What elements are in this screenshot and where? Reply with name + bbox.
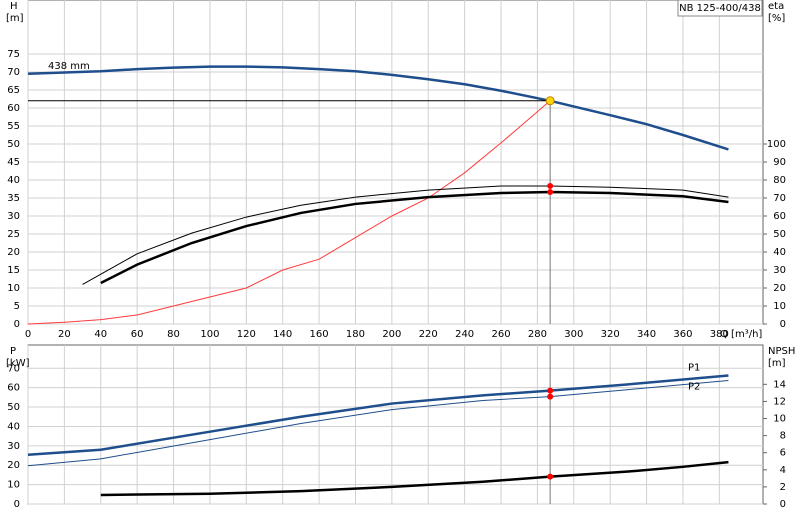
y2-tick-label: 6 <box>780 448 786 459</box>
y2-tick-label: 8 <box>780 431 786 442</box>
y-tick-label: 5 <box>14 301 20 312</box>
x-tick-label: 100 <box>200 329 219 340</box>
y2-axis-label: eta <box>768 1 784 12</box>
y-tick-label: 15 <box>7 265 20 276</box>
y2-tick-label: 10 <box>773 414 786 425</box>
duty-point <box>547 387 554 394</box>
curve <box>100 190 729 285</box>
y-tick-label: 20 <box>7 460 20 471</box>
y-tick-label: 60 <box>7 103 20 114</box>
x-tick-label: 340 <box>637 329 656 340</box>
curve <box>27 65 729 151</box>
x-tick-label: 240 <box>455 329 474 340</box>
y2-tick-label: 30 <box>773 265 786 276</box>
y-tick-label: 60 <box>7 383 20 394</box>
y-tick-label: 10 <box>7 283 20 294</box>
x-tick-label: 140 <box>273 329 292 340</box>
y2-tick-label: 40 <box>773 247 786 258</box>
y2-tick-label: 70 <box>773 193 786 204</box>
x-tick-label: 80 <box>167 329 180 340</box>
y-tick-label: 45 <box>7 157 20 168</box>
plot-area <box>27 344 764 505</box>
y-axis-label: H <box>10 1 18 12</box>
duty-point <box>547 189 554 196</box>
duty-point <box>547 182 554 189</box>
y2-tick-label: 100 <box>767 139 786 150</box>
x-tick-label: 360 <box>673 329 692 340</box>
duty-point <box>547 473 554 480</box>
y-tick-label: 10 <box>7 480 20 491</box>
duty-point <box>547 393 554 400</box>
title-box <box>677 0 763 17</box>
curve <box>27 374 729 456</box>
curve <box>100 460 729 497</box>
y-tick-label: 65 <box>7 85 20 96</box>
y-tick-label: 0 <box>14 319 20 330</box>
x-tick-label: 0 <box>25 329 31 340</box>
curve <box>27 379 729 467</box>
y-tick-label: 70 <box>7 67 20 78</box>
x-tick-label: 320 <box>601 329 620 340</box>
y2-tick-label: 0 <box>780 319 786 330</box>
series-label: 438 mm <box>48 61 90 72</box>
y2-tick-label: 10 <box>773 301 786 312</box>
series-label: P1 <box>688 362 700 373</box>
y-tick-label: 70 <box>7 363 20 374</box>
x-tick-label: 120 <box>237 329 256 340</box>
x-tick-label: 60 <box>131 329 144 340</box>
y2-tick-label: 0 <box>780 499 786 510</box>
y-tick-label: 50 <box>7 139 20 150</box>
y2-tick-label: 2 <box>780 482 786 493</box>
x-tick-label: 380 <box>710 329 729 340</box>
y-tick-label: 75 <box>7 49 20 60</box>
y2-tick-label: 60 <box>773 211 786 222</box>
y2-tick-label: 20 <box>773 283 786 294</box>
y2-axis-label: NPSH <box>768 346 795 357</box>
y-tick-label: 20 <box>7 247 20 258</box>
y2-axis-unit: [m] <box>768 358 786 369</box>
y-tick-label: 25 <box>7 229 20 240</box>
x-tick-label: 180 <box>346 329 365 340</box>
duty-point <box>545 96 555 106</box>
x-tick-label: 260 <box>491 329 510 340</box>
curve <box>82 185 729 285</box>
y2-tick-label: 80 <box>773 175 786 186</box>
y-axis-label: P <box>10 346 16 357</box>
x-tick-label: 200 <box>382 329 401 340</box>
y-tick-label: 40 <box>7 421 20 432</box>
y2-tick-label: 50 <box>773 229 786 240</box>
y2-axis-unit: [%] <box>768 13 785 24</box>
series-label: P2 <box>688 381 700 392</box>
x-tick-label: 220 <box>419 329 438 340</box>
y-axis-unit: [kW] <box>6 358 30 369</box>
x-axis-label: Q [m³/h] <box>720 329 762 340</box>
y-tick-label: 30 <box>7 441 20 452</box>
y-tick-label: 30 <box>7 211 20 222</box>
y2-tick-label: 90 <box>773 157 786 168</box>
x-tick-label: 40 <box>94 329 107 340</box>
x-tick-label: 20 <box>58 329 71 340</box>
x-tick-label: 160 <box>310 329 329 340</box>
y-tick-label: 50 <box>7 402 20 413</box>
curve <box>27 100 551 325</box>
y-tick-label: 0 <box>14 499 20 510</box>
y-axis-unit: [m] <box>6 13 24 24</box>
y2-tick-label: 14 <box>773 379 786 390</box>
y-tick-label: 35 <box>7 193 20 204</box>
chart-title: NB 125-400/438 <box>679 3 761 14</box>
y-tick-label: 55 <box>7 121 20 132</box>
y-tick-label: 40 <box>7 175 20 186</box>
x-tick-label: 300 <box>564 329 583 340</box>
y2-tick-label: 12 <box>773 396 786 407</box>
x-tick-label: 280 <box>528 329 547 340</box>
y2-tick-label: 4 <box>780 465 786 476</box>
